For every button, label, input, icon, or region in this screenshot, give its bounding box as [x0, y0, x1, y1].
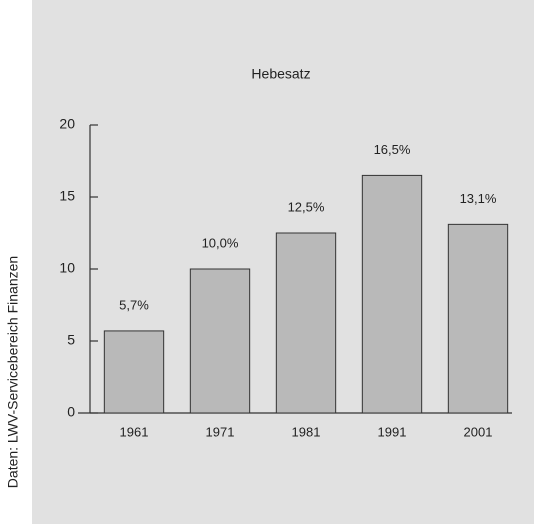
x-tick-label: 2001 [464, 424, 493, 439]
source: Daten: LWV-Servicebereich Finanzen [5, 256, 21, 488]
y-tick-label: 5 [67, 332, 75, 348]
x-tick-label: 1981 [292, 424, 321, 439]
y-tick-label: 10 [59, 260, 75, 276]
value-label: 12,5% [288, 199, 325, 214]
bar [361, 174, 423, 414]
y-tick-label: 0 [67, 404, 75, 420]
y-tick-label: 15 [59, 188, 75, 204]
bar [275, 232, 337, 414]
value-label: 10,0% [202, 235, 239, 250]
bar [189, 268, 251, 414]
value-label: 5,7% [119, 297, 149, 312]
x-tick-label: 1971 [206, 424, 235, 439]
value-label: 16,5% [374, 142, 411, 157]
bar [103, 330, 165, 414]
x-tick-label: 1961 [120, 424, 149, 439]
chart-title: Hebesatz [251, 66, 310, 82]
x-tick-label: 1991 [378, 424, 407, 439]
value-label: 13,1% [460, 191, 497, 206]
y-tick-label: 20 [59, 116, 75, 132]
bar [447, 223, 509, 414]
